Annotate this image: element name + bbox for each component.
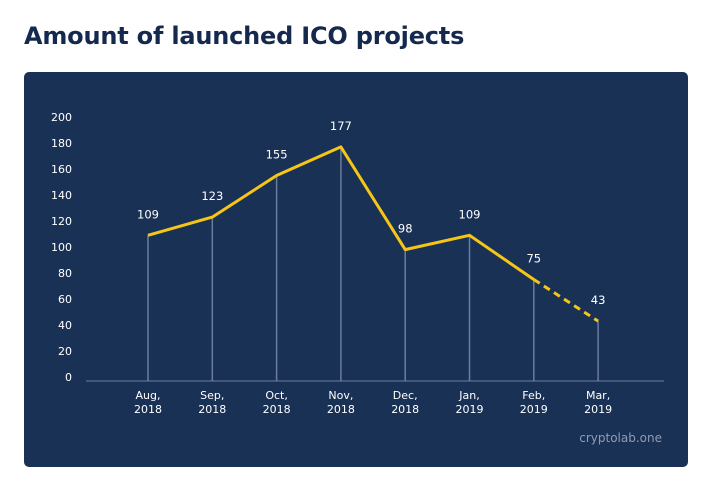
data-label: 109: [137, 207, 159, 221]
x-axis: Aug, 2018 Sep, 2018 Oct, 2018 Nov, 2018 Dec, 2018…: [134, 389, 612, 416]
line-chart: 0 20 40 60 80 100 120 140 160 180 200 109 123 155 177…: [51, 111, 664, 416]
data-labels: 109 123 155 177 98 109 75 43: [137, 119, 605, 307]
y-tick-label: 160: [51, 163, 72, 176]
y-tick-label: 80: [58, 267, 72, 280]
chart-panel: 0 20 40 60 80 100 120 140 160 180 200 109 123 155 177…: [24, 72, 688, 467]
data-label: 98: [398, 222, 413, 236]
data-label: 43: [591, 293, 606, 307]
x-tick-label: Aug, 2018: [134, 389, 162, 416]
y-axis: 0 20 40 60 80 100 120 140 160 180 200: [51, 111, 72, 384]
data-label: 75: [526, 252, 541, 266]
x-tick-label: Dec, 2018: [391, 389, 419, 416]
series-line-actual: [147, 145, 535, 281]
source-credit: cryptolab.one: [579, 431, 662, 445]
series-line-projected: [532, 278, 599, 323]
data-label: 177: [330, 119, 352, 133]
data-label: 109: [459, 207, 481, 221]
x-tick-label: Sep, 2018: [198, 389, 226, 416]
chart-title: Amount of launched ICO projects: [24, 22, 465, 50]
x-tick-label: Nov, 2018: [327, 389, 355, 416]
y-tick-label: 40: [58, 319, 72, 332]
data-label: 123: [201, 189, 223, 203]
y-tick-label: 180: [51, 137, 72, 150]
y-tick-label: 100: [51, 241, 72, 254]
y-tick-label: 0: [65, 371, 72, 384]
series-line: [147, 145, 599, 323]
y-tick-label: 60: [58, 293, 72, 306]
data-label: 155: [266, 148, 288, 162]
drop-lines: [147, 146, 599, 381]
y-tick-label: 140: [51, 189, 72, 202]
y-tick-label: 120: [51, 215, 72, 228]
x-tick-label: Feb, 2019: [520, 389, 548, 416]
y-tick-label: 20: [58, 345, 72, 358]
y-tick-label: 200: [51, 111, 72, 124]
x-tick-label: Oct, 2018: [263, 389, 291, 416]
x-tick-label: Jan, 2019: [456, 389, 484, 416]
x-tick-label: Mar, 2019: [584, 389, 612, 416]
